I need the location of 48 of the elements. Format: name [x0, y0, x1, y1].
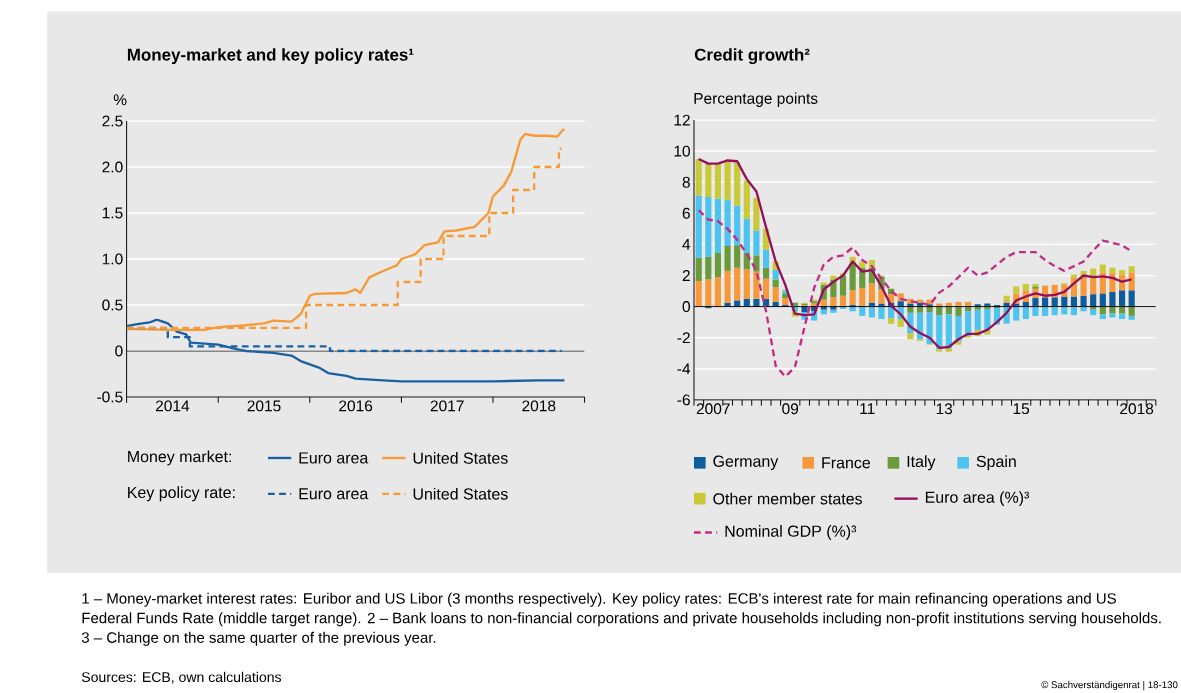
x-tick-label: 2015: [247, 400, 281, 412]
x-tick-label: 2018: [1120, 403, 1154, 415]
y-tick-label: 4: [682, 238, 691, 250]
legend-label: Euro area (%)³: [925, 491, 1030, 506]
x-tick-label: 15: [1013, 403, 1030, 414]
legend-label: Euro area: [299, 488, 369, 500]
y-tick-label: 2: [682, 270, 690, 281]
x-tick-label: 2016: [339, 400, 373, 412]
text: 1 – Money-market interest rates: Euribor and US Libor (3 months respectively). Key policy rates: ECB's interest rate for main refinancing operations and US Federal Funds Rate (middle target range). 2 – Bank loans to non-financial corporations and private households including non-profit institutions serving households. 3 – Change on the same quarter of the previous year.: [81, 592, 1161, 646]
y-tick-label: 8: [682, 176, 690, 188]
y-tick-label: 2.5: [102, 115, 123, 127]
legend-label: Spain: [976, 455, 1016, 471]
legend-label: Other member states: [713, 492, 863, 505]
x-tick-label: 2017: [430, 400, 464, 412]
y-tick-label: 0.5: [102, 299, 123, 311]
text: © Sachverständigenrat | 18-130: [1041, 680, 1178, 691]
legend-label: Euro area: [299, 452, 369, 464]
y-tick-label: 12: [674, 114, 690, 126]
y-tick-label: -4: [677, 363, 691, 375]
y-tick-label: 10: [674, 145, 690, 157]
x-tick-label: 09: [782, 403, 799, 415]
legend-label: United States: [413, 451, 508, 464]
x-tick-label: 11: [860, 403, 875, 414]
y-tick-label: 0: [682, 301, 690, 312]
y-tick-label: 2.0: [102, 161, 123, 173]
x-tick-label: 2018: [522, 400, 556, 412]
legend-label: Germany: [713, 455, 779, 470]
y-tick-label: 0: [115, 345, 123, 357]
chart-title: Credit growth²: [694, 48, 810, 64]
y-tick-label: 1.5: [102, 207, 123, 219]
x-tick-label: 2014: [155, 400, 190, 412]
source-note: Sources: ECB, own calculations: [81, 671, 282, 684]
y-axis-title: %: [113, 94, 127, 106]
x-tick-label: 2007: [696, 403, 730, 415]
legend-label: United States: [413, 487, 508, 500]
y-axis-title: Percentage points: [694, 92, 818, 107]
y-tick-label: -2: [677, 332, 690, 343]
legend-label: Italy: [907, 455, 936, 471]
chart-title: Money-market and key policy rates¹: [127, 48, 414, 64]
y-tick-label: 1.0: [102, 253, 123, 265]
y-tick-label: 6: [682, 207, 690, 219]
text: Key policy rate:: [128, 486, 235, 502]
y-tick-label: -0.5: [97, 391, 123, 403]
x-tick-label: 13: [936, 403, 953, 415]
text: Money market:: [128, 450, 231, 466]
y-tick-label: -6: [677, 394, 690, 406]
legend-label: France: [822, 457, 871, 469]
legend-label: Nominal GDP (%)³: [725, 524, 857, 540]
